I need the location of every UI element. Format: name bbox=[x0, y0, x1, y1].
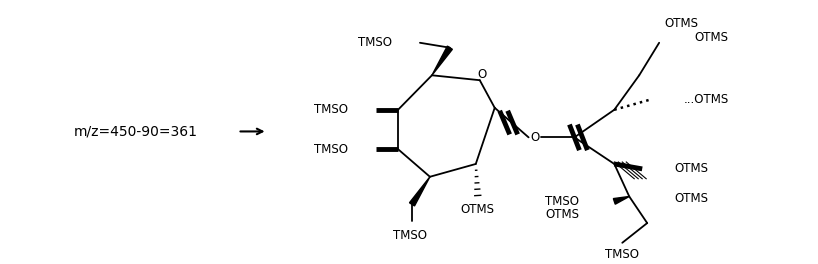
Text: OTMS: OTMS bbox=[694, 31, 728, 44]
Text: TMSO: TMSO bbox=[358, 36, 392, 49]
Polygon shape bbox=[614, 196, 629, 204]
Text: O: O bbox=[530, 131, 539, 144]
Polygon shape bbox=[410, 177, 430, 206]
Polygon shape bbox=[432, 46, 452, 75]
Text: TMSO: TMSO bbox=[314, 103, 348, 116]
Text: OTMS: OTMS bbox=[664, 17, 698, 30]
Text: OTMS: OTMS bbox=[674, 192, 708, 205]
Text: OTMS: OTMS bbox=[674, 162, 708, 175]
Text: O: O bbox=[477, 68, 487, 81]
Text: m/z=450-90=361: m/z=450-90=361 bbox=[74, 124, 198, 138]
Text: TMSO: TMSO bbox=[314, 143, 348, 156]
Text: TMSO: TMSO bbox=[605, 248, 640, 261]
Text: ...OTMS: ...OTMS bbox=[684, 93, 730, 106]
Text: OTMS: OTMS bbox=[546, 208, 579, 221]
Text: TMSO: TMSO bbox=[546, 195, 579, 208]
Text: TMSO: TMSO bbox=[393, 229, 427, 242]
Text: OTMS: OTMS bbox=[461, 203, 495, 216]
